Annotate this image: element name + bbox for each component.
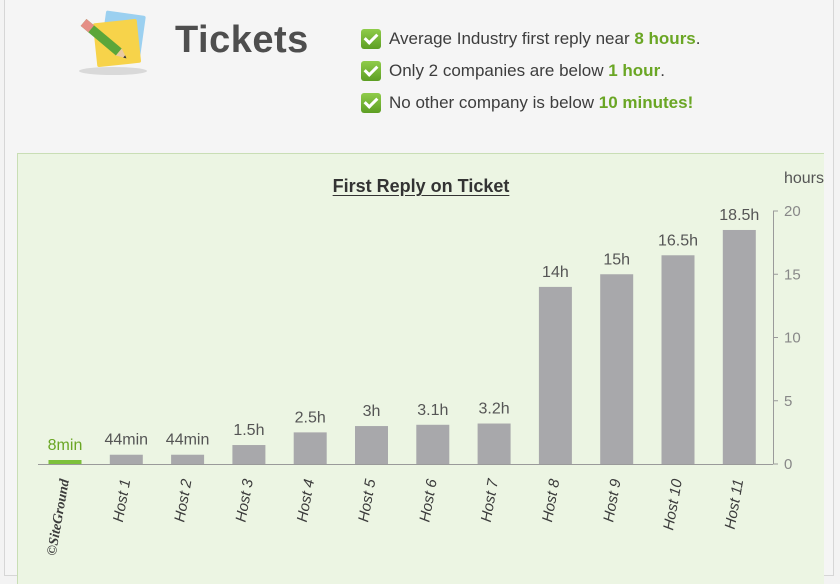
chart-title: First Reply on Ticket (332, 176, 510, 196)
summary-bullet: Average Industry first reply near 8 hour… (361, 23, 701, 55)
bar (355, 426, 388, 464)
bar (48, 460, 82, 464)
category-label: Host 1 (110, 478, 134, 524)
data-label: 2.5h (295, 409, 326, 426)
bar (538, 286, 572, 464)
bullet-highlight: 1 hour (608, 61, 661, 80)
bar (293, 432, 327, 464)
bullet-suffix: . (660, 61, 665, 80)
bullet-text: Average Industry first reply near (389, 29, 635, 48)
check-icon (361, 61, 381, 81)
sticky-notes-pencil-icon (79, 10, 147, 75)
data-label: 18.5h (719, 207, 759, 224)
bullet-highlight: 10 minutes! (598, 93, 694, 112)
data-label: 8min (48, 437, 83, 454)
bar-chart: 0 5 10 15 20 hours 8min ©SiteGround 44min Host 1 4… (38, 170, 824, 557)
summary-bullet: Only 2 companies are below 1 hour. (361, 55, 701, 87)
category-label: Host 3 (233, 477, 257, 523)
summary-bullet: No other company is below 10 minutes! (361, 87, 701, 119)
page-title: Tickets (175, 19, 309, 61)
check-icon (361, 29, 381, 49)
y-axis-label: hours (784, 170, 824, 187)
bar (661, 255, 695, 464)
summary-bullets: Average Industry first reply near 8 hour… (361, 23, 701, 119)
bullet-text: Only 2 companies are below (389, 61, 609, 80)
data-label: 44min (166, 432, 210, 449)
data-label: 16.5h (658, 232, 698, 249)
category-label: Host 2 (171, 477, 195, 523)
bullet-suffix: . (695, 29, 701, 48)
bullet-highlight: 8 hours (634, 29, 696, 48)
category-label: Host 10 (660, 477, 686, 532)
data-label: 1.5h (233, 422, 264, 439)
bar (722, 229, 756, 464)
chart-panel: First Reply on Ticket 0 5 10 15 20 hours 8min ©… (17, 153, 824, 584)
data-label: 14h (542, 264, 569, 281)
y-tick-label: 10 (784, 330, 801, 347)
bar (109, 454, 143, 464)
y-tick-label: 15 (784, 266, 801, 283)
data-label: 3.2h (479, 401, 510, 418)
data-label: 3.1h (417, 402, 448, 419)
data-label: 44min (105, 432, 149, 449)
category-label-siteground-logo: ©SiteGround (45, 477, 73, 557)
bar (477, 423, 511, 464)
bar (232, 445, 266, 464)
check-icon (361, 93, 381, 113)
category-label: Host 8 (539, 477, 563, 523)
y-tick-label: 20 (784, 203, 801, 220)
category-label: Host 11 (722, 478, 748, 531)
data-label: 3h (363, 403, 381, 420)
category-label: Host 7 (478, 477, 502, 523)
category-label: Host 6 (416, 477, 440, 523)
bar (171, 454, 205, 464)
data-label: 15h (603, 251, 630, 268)
y-tick-label: 0 (784, 456, 792, 473)
bullet-text: No other company is below (389, 93, 599, 112)
y-tick-label: 5 (784, 393, 792, 410)
bar (600, 274, 634, 464)
category-label: Host 5 (355, 477, 379, 523)
category-label: Host 9 (600, 477, 624, 523)
bar (416, 424, 450, 464)
category-label: Host 4 (294, 478, 318, 524)
